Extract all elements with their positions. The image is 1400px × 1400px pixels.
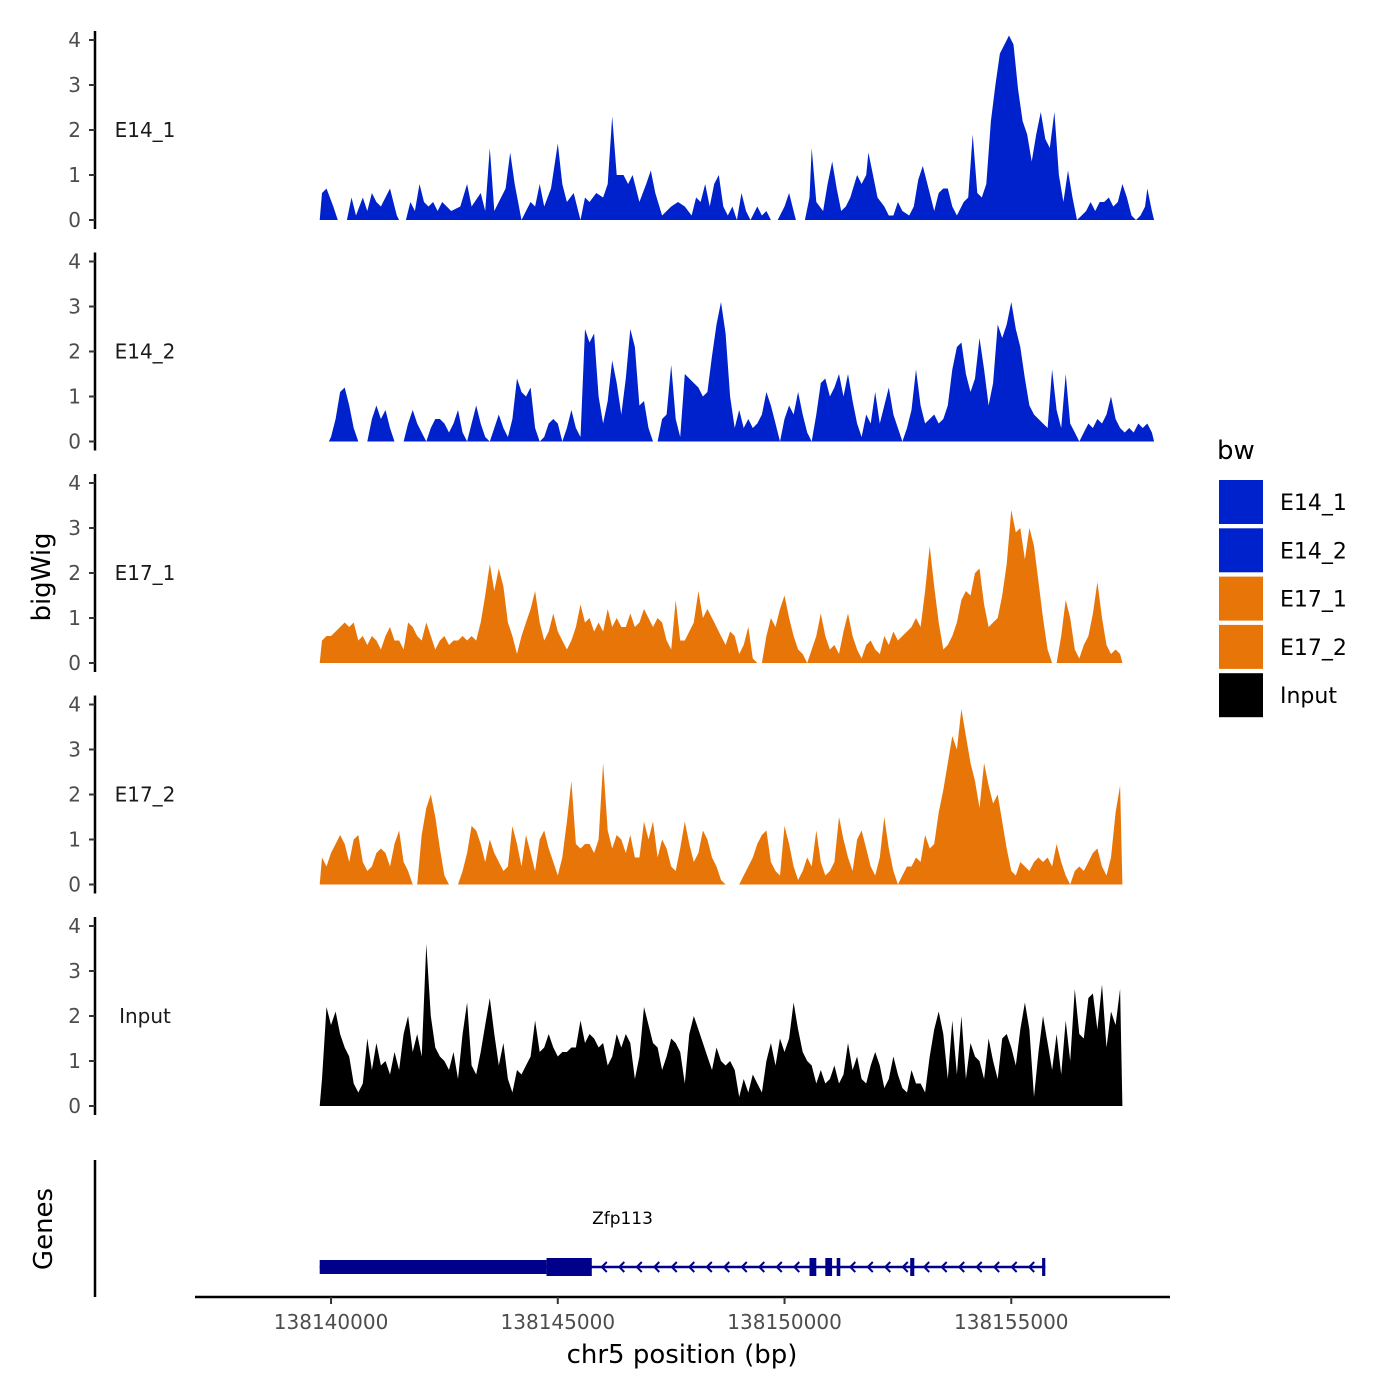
strand-arrow [775, 1261, 783, 1273]
y-tick-label: 2 [68, 1004, 81, 1028]
y-tick-label: 4 [68, 914, 81, 938]
coverage-area-Input [319, 944, 1123, 1106]
coverage-area-E14_2 [328, 302, 1155, 442]
y-tick-label: 0 [68, 430, 81, 454]
gene-exon-coding [546, 1258, 592, 1276]
strand-arrow [940, 1261, 948, 1273]
strand-arrow [757, 1261, 766, 1273]
legend-swatch-E14_1 [1219, 480, 1263, 524]
y-tick-label: 2 [68, 561, 81, 585]
gene-name-label: Zfp113 [592, 1209, 653, 1229]
strand-arrow [1010, 1261, 1018, 1273]
strand-arrow [600, 1261, 608, 1273]
gene-exon-coding [809, 1258, 817, 1276]
gene-exon-coding [825, 1258, 833, 1276]
y-tick-label: 1 [68, 606, 81, 630]
strand-arrow [922, 1261, 930, 1273]
strand-arrow [670, 1261, 678, 1273]
x-axis-title: chr5 position (bp) [567, 1340, 798, 1370]
strand-arrow [866, 1261, 874, 1273]
legend-title: bw [1217, 436, 1255, 466]
y-tick-label: 3 [68, 516, 81, 540]
gene-exon-utr [319, 1260, 547, 1274]
strand-arrow [722, 1261, 731, 1273]
gene-exon-coding [910, 1258, 915, 1276]
track-label: E17_2 [115, 783, 176, 807]
y-tick-label: 2 [68, 340, 81, 364]
gene-exon-coding [836, 1258, 841, 1276]
y-tick-label: 3 [68, 738, 81, 762]
legend-label-Input: Input [1280, 684, 1337, 709]
legend-label-E17_2: E17_2 [1280, 636, 1347, 661]
coverage-area-E17_2 [319, 709, 1123, 885]
legend-swatch-E14_2 [1219, 528, 1263, 573]
coverage-area-E14_1 [319, 35, 1155, 220]
strand-arrow [635, 1261, 643, 1273]
legend-label-E14_1: E14_1 [1280, 491, 1347, 516]
gene-Zfp113: Zfp113 [319, 1209, 1046, 1276]
gene-exon-coding [1042, 1258, 1046, 1276]
track-E17_2: 0 1 2 3 4 E17_2 [68, 693, 1123, 897]
y-tick-label: 1 [68, 1049, 81, 1073]
coverage-area-E17_1 [319, 510, 1123, 663]
legend-swatch-Input [1219, 673, 1263, 718]
track-label: E17_1 [115, 561, 176, 585]
y-tick-label: 0 [68, 1094, 81, 1118]
y-tick-label: 2 [68, 118, 81, 142]
track-E14_1: 0 1 2 3 4 E14_1 [68, 28, 1155, 232]
strand-arrow [883, 1261, 892, 1273]
legend-label-E17_1: E17_1 [1280, 588, 1347, 613]
x-axis: 138140000 138145000 138150000 138155000 [195, 1295, 1170, 1334]
track-E17_1: 0 1 2 3 4 E17_1 [68, 471, 1123, 675]
y-axis-title: bigWig [27, 532, 57, 621]
track-label: Input [119, 1004, 171, 1028]
y-tick-label: 4 [68, 250, 81, 274]
track-Input: 0 1 2 3 4 Input [68, 914, 1123, 1118]
track-E14_2: 0 1 2 3 4 E14_2 [68, 250, 1155, 454]
legend-swatch-E17_2 [1219, 624, 1263, 669]
strand-arrow [652, 1261, 661, 1273]
strand-arrow [992, 1261, 1000, 1273]
y-tick-label: 4 [68, 471, 81, 495]
strand-arrow [740, 1261, 748, 1273]
strand-arrow [848, 1261, 857, 1273]
legend: bw E14_1 E14_2 E17_1 E17_2 Input [1217, 436, 1347, 718]
y-tick-label: 1 [68, 385, 81, 409]
strand-arrow [687, 1261, 696, 1273]
strand-arrow [617, 1261, 626, 1273]
y-tick-label: 2 [68, 783, 81, 807]
strand-arrow [1027, 1261, 1035, 1273]
y-tick-label: 3 [68, 959, 81, 983]
gene-track: Zfp113 [93, 1160, 1046, 1297]
strand-arrow [957, 1261, 965, 1273]
y-tick-label: 4 [68, 693, 81, 717]
strand-arrow [705, 1261, 713, 1273]
track-label: E14_1 [115, 118, 176, 142]
y-tick-label: 1 [68, 163, 81, 187]
x-tick-label: 138150000 [727, 1310, 842, 1334]
track-label: E14_2 [115, 340, 176, 364]
x-tick-label: 138140000 [274, 1310, 389, 1334]
x-tick-label: 138155000 [954, 1310, 1069, 1334]
strand-arrow [901, 1261, 909, 1273]
coverage-tracks: 0 1 2 3 4 E14_1 0 1 2 3 4 E14_2 0 1 2 3 4 E17_1 0 1 2 3 4 E17_2… [68, 28, 1155, 1118]
y-tick-label: 1 [68, 828, 81, 852]
y-tick-label: 3 [68, 295, 81, 319]
strand-arrow [975, 1261, 983, 1273]
x-tick-label: 138145000 [501, 1310, 616, 1334]
y-tick-label: 0 [68, 651, 81, 675]
y-tick-label: 0 [68, 208, 81, 232]
legend-swatch-E17_1 [1219, 576, 1263, 621]
legend-label-E14_2: E14_2 [1280, 539, 1347, 564]
y-tick-label: 3 [68, 73, 81, 97]
genes-axis-title: Genes [29, 1188, 59, 1270]
y-tick-label: 4 [68, 28, 81, 52]
y-tick-label: 0 [68, 873, 81, 897]
strand-arrow [792, 1261, 801, 1273]
